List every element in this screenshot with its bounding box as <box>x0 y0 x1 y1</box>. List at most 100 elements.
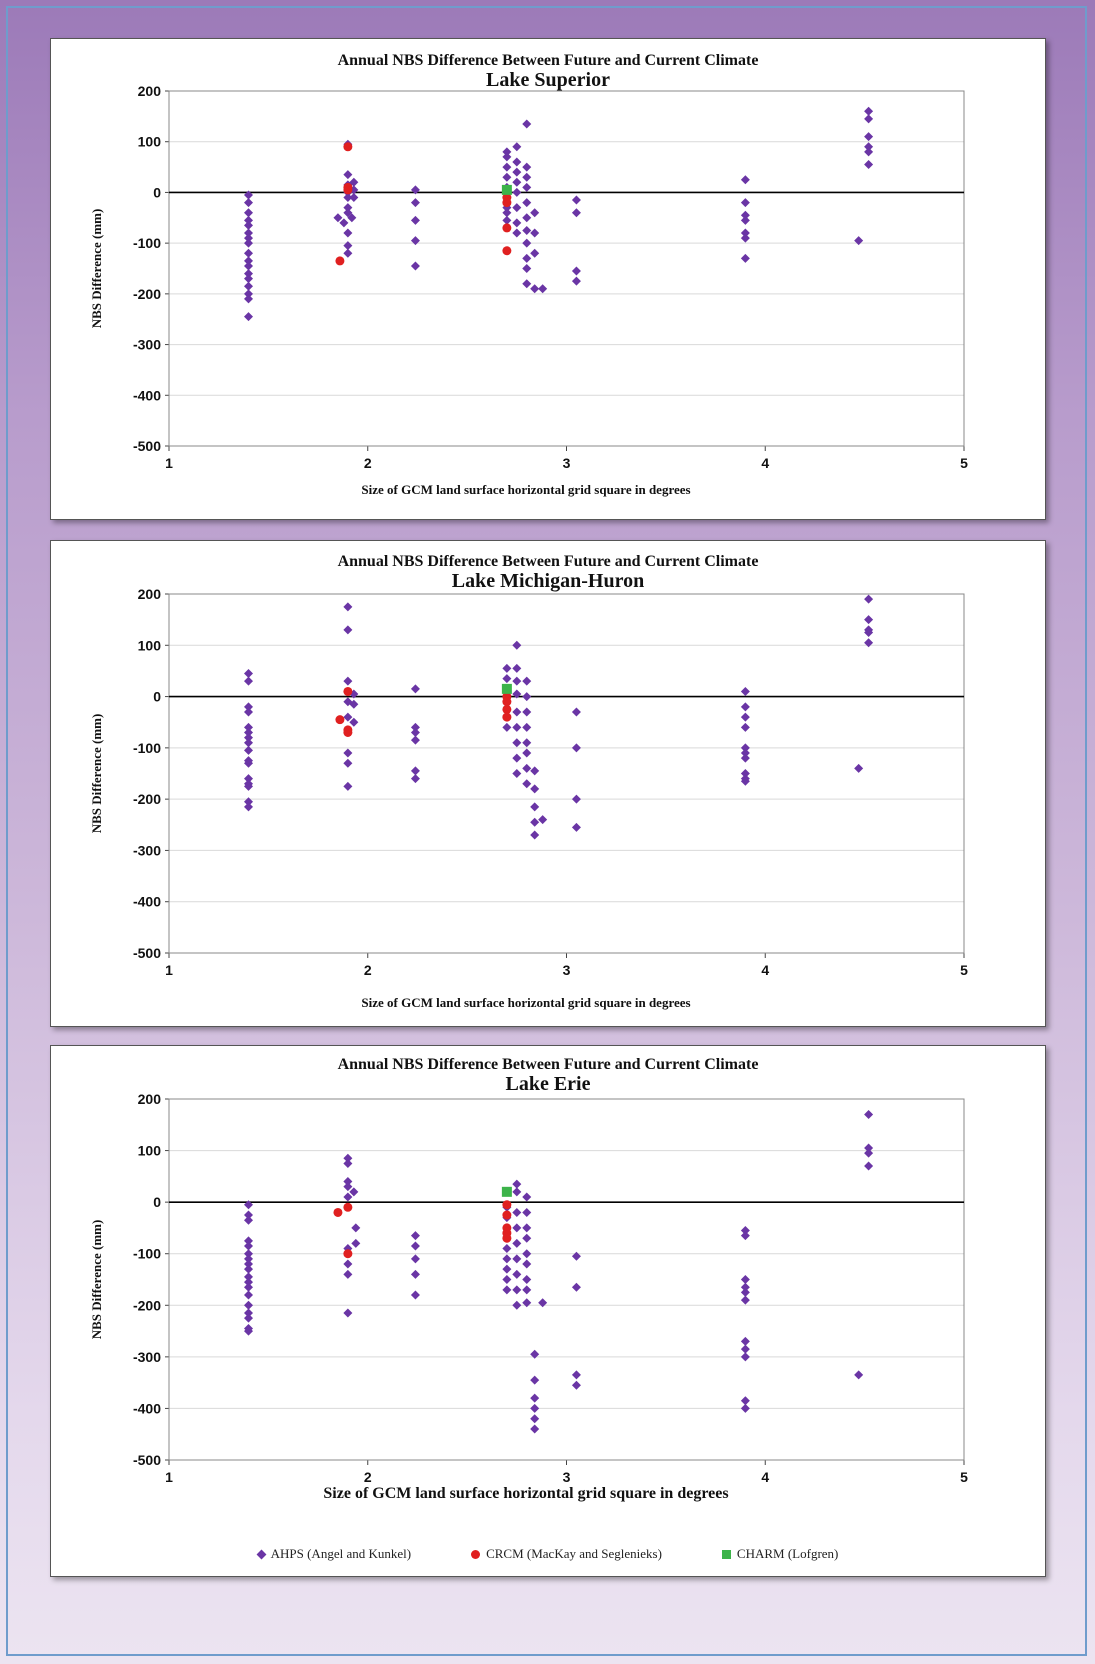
ahps-data-point <box>572 707 581 716</box>
ahps-data-point <box>502 1275 511 1284</box>
y-tick-label: 200 <box>138 1091 162 1107</box>
crcm-data-point <box>333 1208 342 1217</box>
ahps-data-point <box>741 754 750 763</box>
ahps-data-point <box>339 218 348 227</box>
crcm-data-point <box>502 223 511 232</box>
ahps-data-point <box>343 1270 352 1279</box>
ahps-data-point <box>244 1290 253 1299</box>
ahps-data-point <box>522 254 531 263</box>
series-circle <box>335 142 511 265</box>
y-tick-label: 200 <box>138 586 162 602</box>
x-tick-label: 5 <box>960 962 968 978</box>
y-tick-label: -100 <box>133 1246 161 1262</box>
x-tick-label: 1 <box>165 455 173 471</box>
ahps-data-point <box>502 152 511 161</box>
y-tick-label: -200 <box>133 286 161 302</box>
ahps-data-point <box>349 1187 358 1196</box>
ahps-data-point <box>530 766 539 775</box>
ahps-data-point <box>741 216 750 225</box>
ahps-data-point <box>522 779 531 788</box>
y-tick-label: 200 <box>138 83 162 99</box>
x-axis-label: Size of GCM land surface horizontal grid… <box>361 482 690 497</box>
ahps-data-point <box>411 1241 420 1250</box>
legend-item-charm: CHARM (Lofgren) <box>722 1546 838 1562</box>
y-tick-label: -500 <box>133 945 161 961</box>
y-tick-label: 0 <box>153 1194 161 1210</box>
series-diamond <box>244 107 873 321</box>
ahps-data-point <box>411 261 420 270</box>
ahps-data-point <box>411 216 420 225</box>
series-square <box>502 684 512 694</box>
ahps-data-point <box>530 802 539 811</box>
ahps-data-point <box>244 198 253 207</box>
ahps-data-point <box>512 178 521 187</box>
ahps-data-point <box>333 213 342 222</box>
ahps-data-point <box>244 738 253 747</box>
ahps-data-point <box>411 198 420 207</box>
ahps-data-point <box>512 1208 521 1217</box>
y-tick-label: -500 <box>133 438 161 454</box>
ahps-data-point <box>741 687 750 696</box>
scatter-chart: Annual NBS Difference Between Future and… <box>51 1046 1045 1576</box>
chart-panel-lake-michigan-huron: Annual NBS Difference Between Future and… <box>50 540 1046 1027</box>
ahps-data-point <box>343 170 352 179</box>
ahps-data-point <box>741 1296 750 1305</box>
ahps-data-point <box>864 114 873 123</box>
ahps-data-point <box>741 723 750 732</box>
ahps-data-point <box>244 802 253 811</box>
ahps-data-point <box>522 1275 531 1284</box>
ahps-data-point <box>522 677 531 686</box>
ahps-data-point <box>512 218 521 227</box>
ahps-data-point <box>741 1345 750 1354</box>
ahps-data-point <box>864 1162 873 1171</box>
crcm-data-point <box>335 715 344 724</box>
ahps-data-point <box>244 294 253 303</box>
ahps-data-point <box>343 249 352 258</box>
ahps-data-point <box>512 723 521 732</box>
ahps-data-point <box>522 279 531 288</box>
ahps-data-point <box>512 1301 521 1310</box>
ahps-data-point <box>572 196 581 205</box>
y-axis-label: NBS Difference (mm) <box>89 714 104 834</box>
x-tick-label: 3 <box>563 962 571 978</box>
y-tick-label: -400 <box>133 387 161 403</box>
ahps-data-point <box>572 1252 581 1261</box>
charm-data-point <box>502 185 512 195</box>
ahps-data-point <box>411 1270 420 1279</box>
y-tick-label: -300 <box>133 1349 161 1365</box>
ahps-data-point <box>522 748 531 757</box>
crcm-data-point <box>502 1200 511 1209</box>
legend-item-ahps: AHPS (Angel and Kunkel) <box>258 1546 411 1562</box>
ahps-data-point <box>512 664 521 673</box>
ahps-data-point <box>343 602 352 611</box>
ahps-data-point <box>572 1370 581 1379</box>
ahps-data-point <box>343 1260 352 1269</box>
ahps-data-point <box>343 782 352 791</box>
ahps-data-point <box>522 198 531 207</box>
crcm-data-point <box>343 728 352 737</box>
chart-subtitle: Lake Michigan-Huron <box>452 570 644 592</box>
ahps-data-point <box>522 264 531 273</box>
ahps-data-point <box>512 1270 521 1279</box>
plot-area-border <box>169 1099 964 1460</box>
ahps-data-point <box>349 193 358 202</box>
ahps-data-point <box>343 759 352 768</box>
ahps-data-point <box>244 1314 253 1323</box>
ahps-data-point <box>411 236 420 245</box>
ahps-data-point <box>244 746 253 755</box>
ahps-data-point <box>864 1149 873 1158</box>
ahps-data-point <box>512 1223 521 1232</box>
crcm-data-point <box>502 713 511 722</box>
ahps-data-point <box>522 173 531 182</box>
ahps-data-point <box>741 702 750 711</box>
y-tick-label: 100 <box>138 134 162 150</box>
ahps-data-point <box>530 249 539 258</box>
series-diamond <box>244 1110 873 1434</box>
ahps-data-point <box>411 774 420 783</box>
ahps-data-point <box>538 284 547 293</box>
x-tick-label: 3 <box>563 455 571 471</box>
chart-panel-lake-superior: Annual NBS Difference Between Future and… <box>50 38 1046 520</box>
ahps-data-point <box>512 158 521 167</box>
x-tick-label: 3 <box>563 1469 571 1485</box>
ahps-data-point <box>572 277 581 286</box>
